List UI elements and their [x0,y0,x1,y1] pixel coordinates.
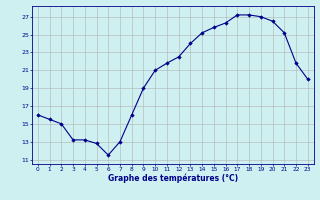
X-axis label: Graphe des températures (°C): Graphe des températures (°C) [108,173,238,183]
